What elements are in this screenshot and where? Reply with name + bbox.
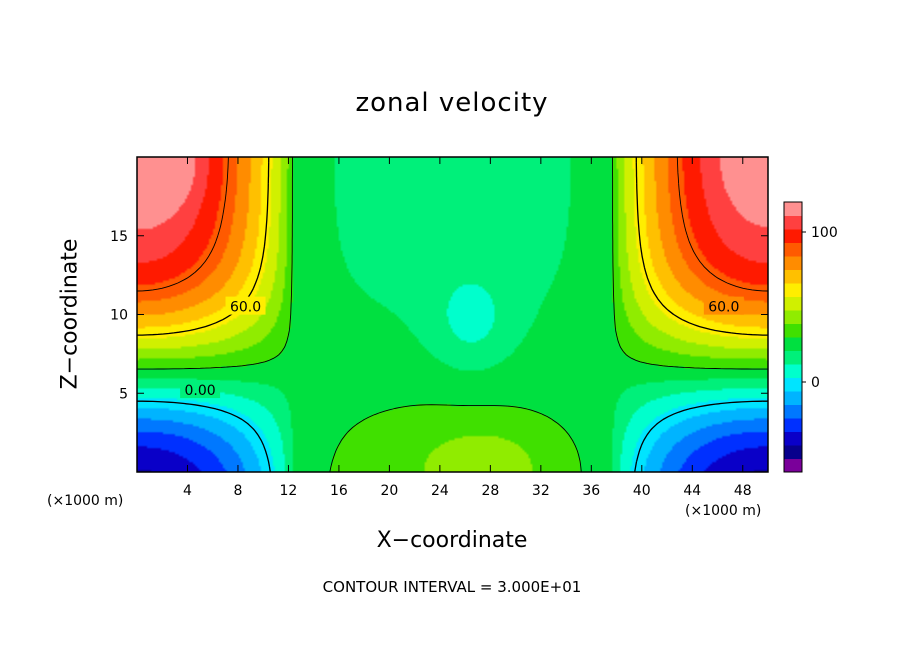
x-tick-label: 40	[633, 483, 651, 499]
contour-label: 60.0	[708, 300, 739, 316]
x-unit-right: (×1000 m)	[685, 503, 762, 519]
colorbar-swatch	[784, 445, 802, 459]
contour-label-bg	[703, 296, 744, 315]
x-tick-label: 12	[280, 483, 298, 499]
colorbar-swatch	[784, 350, 802, 365]
x-tick-label: 44	[683, 483, 701, 499]
contour-label-bg	[225, 296, 266, 315]
colorbar-swatch	[784, 364, 802, 378]
x-axis-label: X−coordinate	[376, 528, 528, 553]
x-tick-label: 32	[532, 483, 550, 499]
y-ticks: 5 10 15	[110, 229, 768, 402]
x-ticks: 4 8 12 16 20 24 28 32 36 40 44 48	[183, 157, 752, 499]
x-tick-label: 20	[380, 483, 398, 499]
y-tick-label: 5	[119, 386, 128, 402]
x-tick-label: 36	[582, 483, 600, 499]
x-tick-label: 4	[183, 483, 192, 499]
colorbar-swatch	[784, 404, 802, 419]
contour-label: 60.0	[230, 300, 261, 316]
colorbar-swatch	[784, 229, 802, 243]
colorbar-swatch	[784, 431, 802, 446]
colorbar-swatch	[784, 215, 802, 230]
y-axis-label: Z−coordinate	[57, 238, 83, 390]
x-tick-label: 16	[330, 483, 348, 499]
colorbar-swatch	[784, 242, 802, 257]
colorbar-tick-label: 100	[811, 225, 838, 241]
x-tick-label: 48	[734, 483, 752, 499]
contour-label: 0.00	[185, 383, 216, 399]
contour-interval-note: CONTOUR INTERVAL = 3.000E+01	[322, 578, 582, 596]
colorbar-swatch	[784, 269, 802, 284]
x-tick-label: 28	[481, 483, 499, 499]
contour-line-30	[137, 157, 768, 472]
colorbar-swatch	[784, 283, 802, 297]
colorbar-swatch	[784, 337, 802, 351]
colorbar-swatch	[784, 458, 802, 473]
chart-title: zonal velocity	[355, 88, 549, 118]
colorbar-tick-label: 0	[811, 375, 820, 391]
colorbar-swatch	[784, 256, 802, 270]
x-tick-label: 8	[233, 483, 242, 499]
colorbar-swatch	[784, 310, 802, 324]
colorbar-swatch	[784, 377, 802, 392]
colorbar-swatch	[784, 296, 802, 311]
y-tick-label: 10	[110, 308, 128, 324]
y-tick-label: 15	[110, 229, 128, 245]
colorbar-swatch	[784, 391, 802, 405]
contour-line-90	[137, 157, 768, 292]
contour-label-bg	[180, 380, 221, 399]
colorbar-swatch	[784, 418, 802, 432]
contour-labels: 60.0 60.0 0.00	[180, 296, 744, 399]
x-tick-label: 24	[431, 483, 449, 499]
colorbar-swatch	[784, 202, 802, 216]
colorbar-swatch	[784, 323, 802, 338]
x-unit-left: (×1000 m)	[47, 493, 124, 509]
colorbar: 0 100	[783, 201, 838, 473]
contour-line-0	[137, 400, 768, 472]
colorbar-frame	[783, 201, 803, 473]
